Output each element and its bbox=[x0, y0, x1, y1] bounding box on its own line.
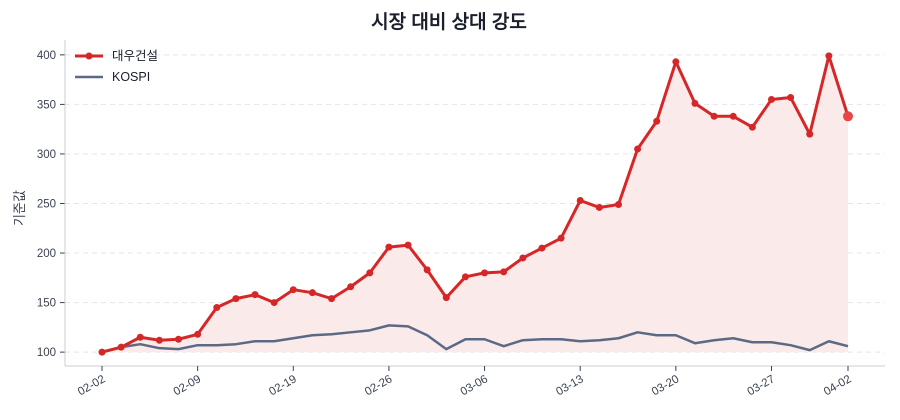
series-0-point bbox=[136, 333, 144, 341]
series-0-point bbox=[825, 52, 833, 60]
series-0-point bbox=[557, 234, 565, 242]
series-0-point bbox=[634, 145, 642, 153]
series-0-point bbox=[538, 244, 546, 252]
series-0-point bbox=[653, 117, 661, 125]
series-0-point bbox=[806, 130, 814, 138]
x-tick-label: 02-02 bbox=[76, 373, 107, 398]
series-0-point bbox=[767, 95, 775, 103]
y-tick-label: 400 bbox=[37, 50, 56, 62]
legend-label-series-1: KOSPI bbox=[112, 70, 150, 84]
series-1-line bbox=[101, 324, 849, 354]
y-tick-label: 100 bbox=[37, 347, 56, 359]
series-0-point bbox=[787, 93, 795, 101]
x-tick-label: 03-13 bbox=[554, 373, 585, 398]
series-0-point bbox=[481, 269, 489, 277]
x-tick-label: 03-27 bbox=[746, 373, 777, 398]
series-0-point bbox=[175, 335, 183, 343]
series-0-point bbox=[576, 197, 584, 205]
series-0-point bbox=[500, 268, 508, 276]
data-points bbox=[98, 52, 853, 356]
x-tick-label: 03-20 bbox=[650, 373, 681, 398]
series-lines bbox=[101, 54, 850, 354]
series-0-point bbox=[404, 241, 412, 249]
x-tick-label: 02-26 bbox=[363, 373, 394, 398]
series-0-point bbox=[461, 273, 469, 281]
x-tick-label: 03-06 bbox=[459, 373, 490, 398]
series-0-point bbox=[366, 269, 374, 277]
series-0-point bbox=[270, 299, 278, 307]
series-0-point bbox=[442, 294, 450, 302]
series-0-point bbox=[519, 254, 527, 262]
x-tick-label: 02-09 bbox=[172, 373, 203, 398]
series-0-line bbox=[101, 54, 850, 354]
legend-marker-series-0 bbox=[85, 52, 93, 60]
series-0-point bbox=[308, 289, 316, 297]
series-0-point bbox=[423, 266, 431, 274]
series-0-point bbox=[328, 295, 336, 303]
series-0-area bbox=[102, 55, 848, 353]
x-tick-label: 04-02 bbox=[822, 373, 853, 398]
series-0-point bbox=[691, 99, 699, 107]
series-0-point bbox=[614, 200, 622, 208]
series-0-point bbox=[347, 283, 355, 291]
series-0-point bbox=[117, 343, 125, 351]
chart-title: 시장 대비 상대 강도 bbox=[371, 11, 527, 33]
x-tick-label: 02-19 bbox=[267, 373, 298, 398]
series-0-point bbox=[385, 243, 393, 251]
series-0-point bbox=[710, 112, 718, 120]
y-tick-label: 350 bbox=[37, 99, 56, 111]
series-0-point bbox=[213, 304, 221, 312]
series-0-last-point bbox=[843, 111, 853, 122]
series-0-point bbox=[194, 330, 202, 338]
series-0-point bbox=[232, 295, 240, 303]
legend-label-series-0: 대우건설 bbox=[112, 49, 158, 63]
y-tick-label: 250 bbox=[37, 198, 56, 210]
y-tick-label: 200 bbox=[37, 248, 56, 260]
series-0-point bbox=[289, 286, 297, 294]
series-0-point bbox=[748, 123, 756, 131]
y-axis-label: 기준값 bbox=[12, 190, 27, 226]
series-0-point bbox=[98, 348, 106, 356]
series-0-point bbox=[155, 336, 163, 344]
y-tick-label: 150 bbox=[37, 298, 56, 310]
y-tick-label: 300 bbox=[37, 149, 56, 161]
legend: 대우건설 KOSPI bbox=[75, 49, 158, 84]
series-0-point bbox=[672, 58, 680, 66]
series-0-point bbox=[251, 291, 259, 299]
series-0-point bbox=[729, 112, 737, 120]
area-fill bbox=[102, 55, 848, 353]
series-0-point bbox=[595, 203, 603, 211]
